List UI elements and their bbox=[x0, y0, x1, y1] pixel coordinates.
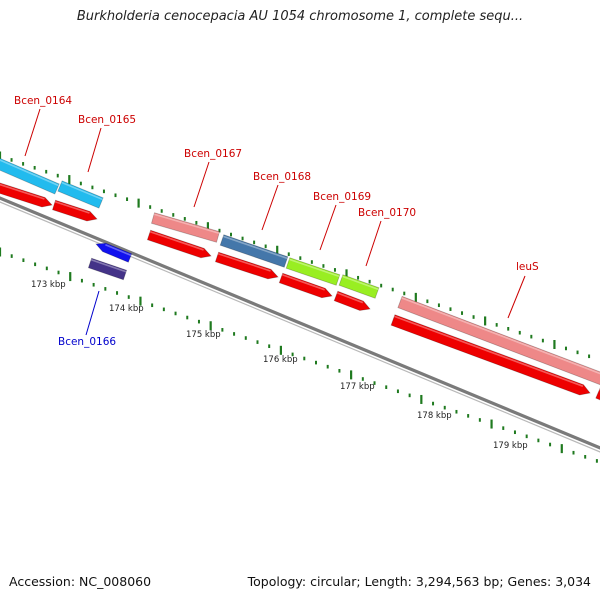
gene-Bcen_0164-cds-highlight bbox=[0, 159, 59, 187]
scale-labels: 173 kbp 174 kbp 175 kbp 176 kbp 177 kbp 178 k… bbox=[31, 280, 528, 451]
gene-Bcen_0168-strand-body[interactable] bbox=[214, 251, 279, 280]
gene-Bcen_0164-cds[interactable] bbox=[0, 155, 60, 195]
gene-Bcen_0169-strand[interactable] bbox=[278, 272, 333, 299]
scale-label: 174 kbp bbox=[109, 304, 144, 314]
gene-Bcen_0168-cds[interactable] bbox=[219, 234, 289, 268]
leader-Bcen_0167 bbox=[193, 161, 210, 208]
gene-label-Bcen_0167[interactable]: Bcen_0167 bbox=[184, 148, 242, 160]
gene-leuS-cds-body[interactable] bbox=[397, 295, 600, 386]
gene-Bcen_0170-strand-highlight bbox=[336, 292, 364, 304]
gene-Bcen_0167-cds-highlight bbox=[153, 213, 220, 234]
gene-label-Bcen_0170[interactable]: Bcen_0170 bbox=[358, 207, 416, 219]
gene-leuS-strand-highlight bbox=[394, 315, 584, 387]
topology-label: Topology: circular; Length: 3,294,563 bp… bbox=[247, 574, 591, 589]
gene-leuS-cds-highlight bbox=[401, 297, 600, 375]
gene-label-Bcen_0166[interactable]: Bcen_0166 bbox=[58, 336, 116, 348]
gene-Bcen_0166-cds-highlight bbox=[90, 259, 127, 273]
gene-Bcen_0170-cds-body[interactable] bbox=[338, 274, 380, 299]
leader-Bcen_0169 bbox=[319, 204, 337, 251]
gene-Bcen_0168-cds-highlight bbox=[223, 235, 288, 260]
scale-label: 179 kbp bbox=[493, 441, 528, 451]
gene-label-Bcen_0169[interactable]: Bcen_0169 bbox=[313, 191, 371, 203]
leader-Bcen_0170 bbox=[365, 220, 382, 267]
gene-Bcen_0166-cds-body[interactable] bbox=[87, 257, 128, 281]
gene-Bcen_0165-cds-highlight bbox=[61, 181, 103, 201]
backbone-group bbox=[0, 196, 600, 453]
gene-Bcen_0169-strand-body[interactable] bbox=[278, 272, 333, 299]
bottom-tick-row bbox=[0, 247, 598, 463]
gene-Bcen_0168-cds-body[interactable] bbox=[219, 234, 289, 268]
gene-Bcen_0167-cds-body[interactable] bbox=[151, 212, 220, 243]
gene-Bcen_0165-strand[interactable] bbox=[52, 199, 98, 222]
gene-Bcen_0164-strand[interactable] bbox=[0, 180, 53, 208]
accession-label: Accession: NC_008060 bbox=[9, 574, 152, 589]
scale-label: 176 kbp bbox=[263, 355, 298, 365]
leader-leuS bbox=[507, 275, 526, 319]
gene-Bcen_0167-strand-body[interactable] bbox=[146, 229, 212, 259]
scale-label: 173 kbp bbox=[31, 280, 66, 290]
top-tick-row bbox=[0, 151, 591, 359]
gene-leuS-strand[interactable] bbox=[390, 314, 591, 396]
gene-Bcen_0166-cds[interactable] bbox=[87, 257, 128, 281]
gene-Bcen_0166-strand[interactable] bbox=[95, 242, 133, 263]
gene-next-strand[interactable] bbox=[595, 387, 600, 404]
gene-Bcen_0166-strand-highlight bbox=[105, 244, 132, 257]
gene-features[interactable] bbox=[0, 155, 600, 404]
gene-Bcen_0169-strand-highlight bbox=[281, 274, 325, 291]
gene-Bcen_0164-cds-body[interactable] bbox=[0, 155, 60, 195]
leader-Bcen_0165 bbox=[87, 127, 102, 173]
gene-label-Bcen_0168[interactable]: Bcen_0168 bbox=[253, 171, 311, 183]
gene-Bcen_0167-cds[interactable] bbox=[151, 212, 220, 243]
gene-leuS-strand-body[interactable] bbox=[390, 314, 591, 396]
backbone-shadow bbox=[0, 201, 600, 453]
map-title: Burkholderia cenocepacia AU 1054 chromos… bbox=[76, 9, 524, 24]
leader-Bcen_0164 bbox=[24, 108, 41, 157]
gene-Bcen_0169-cds-body[interactable] bbox=[285, 257, 341, 286]
gene-Bcen_0170-strand-body[interactable] bbox=[333, 290, 371, 311]
gene-leuS-cds[interactable] bbox=[397, 295, 600, 386]
gene-Bcen_0170-cds-highlight bbox=[342, 275, 379, 291]
gene-Bcen_0168-strand[interactable] bbox=[214, 251, 279, 280]
gene-label-leuS[interactable]: leuS bbox=[516, 261, 539, 273]
gene-Bcen_0167-strand-highlight bbox=[149, 231, 204, 251]
gene-label-Bcen_0165[interactable]: Bcen_0165 bbox=[78, 114, 136, 126]
leader-Bcen_0168 bbox=[261, 184, 279, 231]
leader-Bcen_0166 bbox=[85, 290, 100, 336]
scale-label: 175 kbp bbox=[186, 330, 221, 340]
gene-next-strand-body[interactable] bbox=[595, 387, 600, 404]
gene-Bcen_0170-strand[interactable] bbox=[333, 290, 371, 311]
label-leaders bbox=[24, 108, 526, 336]
gene-Bcen_0169-cds-highlight bbox=[289, 258, 340, 278]
gene-Bcen_0165-strand-highlight bbox=[54, 201, 90, 214]
gene-Bcen_0165-strand-body[interactable] bbox=[52, 199, 98, 222]
gene-Bcen_0168-strand-highlight bbox=[217, 253, 271, 272]
gene-Bcen_0169-cds[interactable] bbox=[285, 257, 341, 286]
gene-Bcen_0167-strand[interactable] bbox=[146, 229, 212, 259]
gene-labels[interactable]: Bcen_0164 Bcen_0165 Bcen_0166 Bcen_0167 Bcen… bbox=[14, 95, 539, 348]
gene-Bcen_0164-strand-body[interactable] bbox=[0, 180, 53, 208]
gene-label-Bcen_0164[interactable]: Bcen_0164 bbox=[14, 95, 72, 107]
gene-Bcen_0165-cds-body[interactable] bbox=[57, 180, 104, 209]
backbone-line bbox=[0, 196, 600, 450]
gene-Bcen_0165-cds[interactable] bbox=[57, 180, 104, 209]
gene-Bcen_0164-strand-highlight bbox=[0, 183, 45, 200]
gene-Bcen_0166-strand-body[interactable] bbox=[95, 242, 133, 263]
scale-label: 178 kbp bbox=[417, 411, 452, 421]
gene-Bcen_0170-cds[interactable] bbox=[338, 274, 380, 299]
scale-label: 177 kbp bbox=[340, 382, 375, 392]
